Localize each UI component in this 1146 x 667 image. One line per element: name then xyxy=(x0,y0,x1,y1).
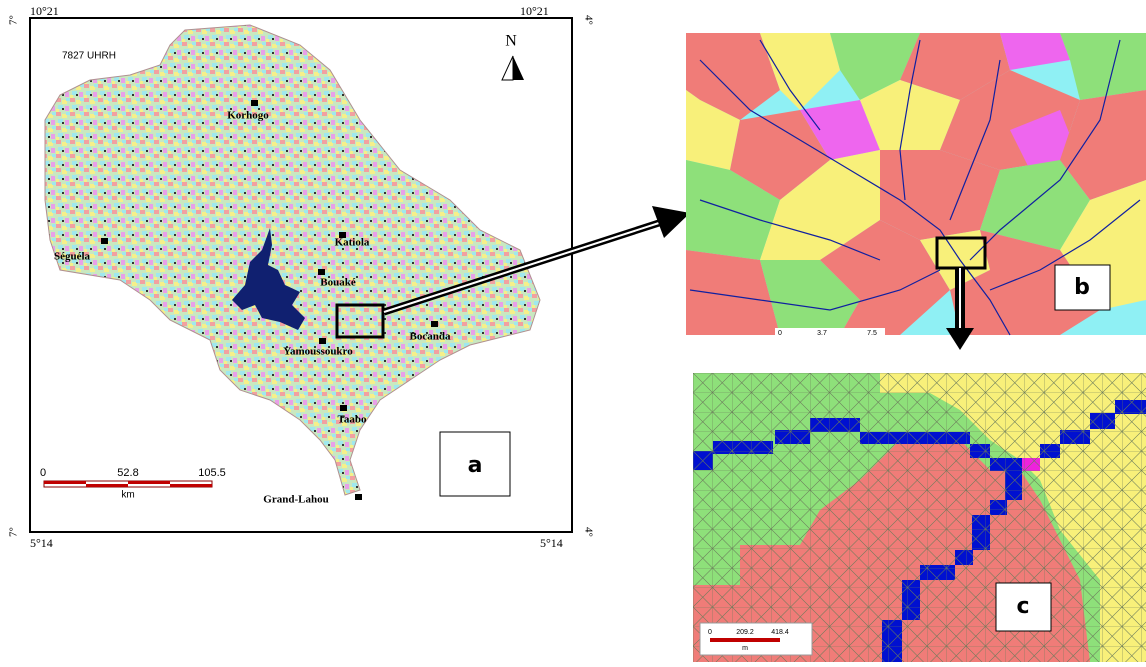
scale-tick: 3.7 xyxy=(817,330,827,337)
scale-tick: 52.8 xyxy=(117,467,138,479)
city-label: Taabo xyxy=(338,414,367,426)
north-label: N xyxy=(505,33,517,50)
coord-label: 7° xyxy=(8,527,20,537)
flow-grid xyxy=(693,373,1146,662)
city-label: Grand-Lahou xyxy=(263,494,328,506)
scale-tick: 0 xyxy=(708,629,712,636)
panel-c: 0 209.2 418.4 m c xyxy=(693,373,1146,662)
panel-label: c xyxy=(1016,594,1029,619)
scale-bar xyxy=(710,638,780,642)
city-label: Korhogo xyxy=(227,110,269,122)
figure: 10°21 10°21 5°14 5°14 7° 7° 4° 4° 7827 U… xyxy=(0,0,1146,662)
scale-bar xyxy=(44,481,212,487)
scale-unit: km xyxy=(121,490,134,501)
coord-label: 5°14 xyxy=(30,536,53,550)
panel-b: 0 3.7 7.5 b xyxy=(686,33,1146,337)
scale-tick: 418.4 xyxy=(771,629,789,636)
unit-count: 7827 UHRH xyxy=(62,51,116,62)
scale-tick: 0 xyxy=(40,467,46,479)
city-label: Katiola xyxy=(335,237,370,249)
scale-tick: 209.2 xyxy=(736,629,754,636)
scale-tick: 0 xyxy=(778,330,782,337)
coord-label: 4° xyxy=(582,15,594,25)
city-label: Bocanda xyxy=(410,331,451,343)
coord-label: 5°14 xyxy=(540,536,563,550)
scale-tick: 105.5 xyxy=(198,467,226,479)
city-label: Bouaké xyxy=(320,277,356,289)
coord-label: 10°21 xyxy=(30,4,59,18)
panel-label: b xyxy=(1074,275,1090,300)
city-label: Yamoussoukro xyxy=(283,346,353,358)
scale-tick: 7.5 xyxy=(867,330,877,337)
scale-unit: m xyxy=(742,645,748,652)
city-label: Séguéla xyxy=(54,251,91,263)
panel-label: a xyxy=(468,453,483,478)
coord-label: 10°21 xyxy=(520,4,549,18)
panel-a: 10°21 10°21 5°14 5°14 7° 7° 4° 4° 7827 U… xyxy=(8,4,595,550)
coord-label: 7° xyxy=(8,15,20,25)
coord-label: 4° xyxy=(582,527,594,537)
